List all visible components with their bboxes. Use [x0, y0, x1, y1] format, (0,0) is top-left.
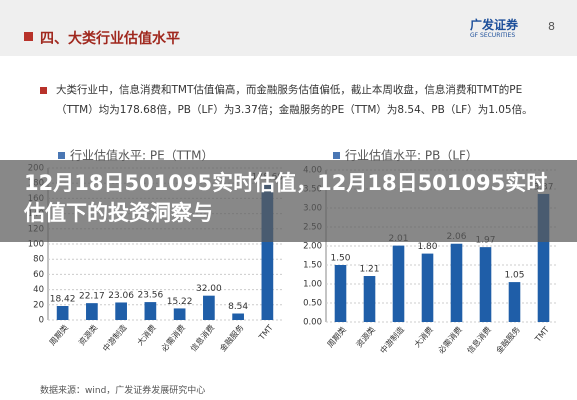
value-label: 15.22 [167, 297, 193, 307]
bar [203, 295, 215, 320]
bar [363, 276, 376, 322]
bar [421, 253, 434, 322]
y-tick-label: 0.50 [303, 299, 322, 309]
value-label: 1.50 [330, 254, 350, 264]
x-tick-label: 大消费 [135, 322, 158, 347]
x-tick-label: 中游制造 [378, 324, 406, 355]
paragraph: 大类行业中，信息消费和TMT估值偏高，而金融服务估值偏低，截止本周收盘，信息消费… [56, 84, 533, 116]
bar [144, 302, 157, 320]
chart-title-icon [58, 152, 65, 159]
bullet [40, 87, 47, 94]
chart-title-icon [333, 152, 340, 159]
y-tick-label: 1.00 [303, 280, 322, 290]
bar [86, 303, 98, 320]
x-tick-label: TMT [533, 325, 551, 344]
y-tick-label: 80 [33, 255, 44, 265]
chart-title: 行业估值水平: PE（TTM） [70, 148, 213, 163]
header [0, 0, 577, 56]
bar [537, 193, 550, 322]
value-label: 18.42 [50, 295, 76, 305]
x-tick-label: 信息消费 [465, 324, 493, 355]
x-tick-label: 资源类 [76, 322, 99, 347]
bar [232, 313, 244, 320]
x-tick-label: 周期类 [325, 324, 348, 349]
x-tick-label: 必需消费 [436, 324, 464, 355]
value-label: 23.56 [137, 291, 163, 301]
y-tick-label: 0 [39, 316, 44, 326]
y-tick-label: 20 [33, 300, 44, 310]
y-tick-label: 60 [33, 270, 44, 280]
logo: 广发证券 [470, 18, 519, 32]
bar [334, 265, 347, 322]
bar [115, 302, 127, 320]
value-label: 22.17 [79, 292, 105, 302]
x-tick-label: 大消费 [412, 324, 435, 349]
value-label: 8.54 [228, 302, 248, 312]
y-tick-label: 1.50 [303, 261, 322, 271]
value-label: 1.80 [417, 242, 437, 252]
bar [508, 282, 521, 322]
page-number: 8 [548, 20, 555, 33]
bar [392, 245, 405, 322]
bar [261, 184, 274, 320]
overlay-title: 12月18日501095实时估值，12月18日501095实时估值下的投资洞察与 [24, 171, 548, 225]
x-tick-label: TMT [257, 323, 275, 342]
y-tick-label: 0.00 [303, 318, 322, 328]
title-icon [24, 32, 33, 41]
value-label: 23.06 [108, 291, 134, 301]
chart-title: 行业估值水平: PB（LF） [345, 148, 478, 163]
bar [56, 306, 69, 320]
y-tick-label: 100 [28, 240, 44, 250]
bar [479, 247, 492, 322]
value-label: 1.05 [504, 271, 524, 281]
overlay [0, 160, 577, 242]
bar [450, 243, 463, 322]
source: 数据来源：wind，广发证券发展研究中心 [40, 386, 206, 396]
y-tick-label: 40 [33, 285, 44, 295]
x-tick-label: 信息消费 [188, 322, 216, 353]
x-tick-label: 资源类 [354, 324, 377, 349]
value-label: 32.00 [196, 284, 222, 294]
x-tick-label: 中游制造 [100, 322, 128, 353]
y-tick-label: 2.00 [303, 242, 322, 252]
x-tick-label: 金融服务 [217, 322, 245, 353]
logo-sub: GF SECURITIES [470, 32, 516, 39]
x-tick-label: 周期类 [47, 322, 70, 347]
bar [173, 308, 186, 320]
x-tick-label: 必需消费 [159, 322, 187, 353]
x-tick-label: 金融服务 [494, 324, 522, 355]
header-title: 四、大类行业估值水平 [40, 31, 180, 47]
value-label: 1.21 [359, 265, 379, 275]
